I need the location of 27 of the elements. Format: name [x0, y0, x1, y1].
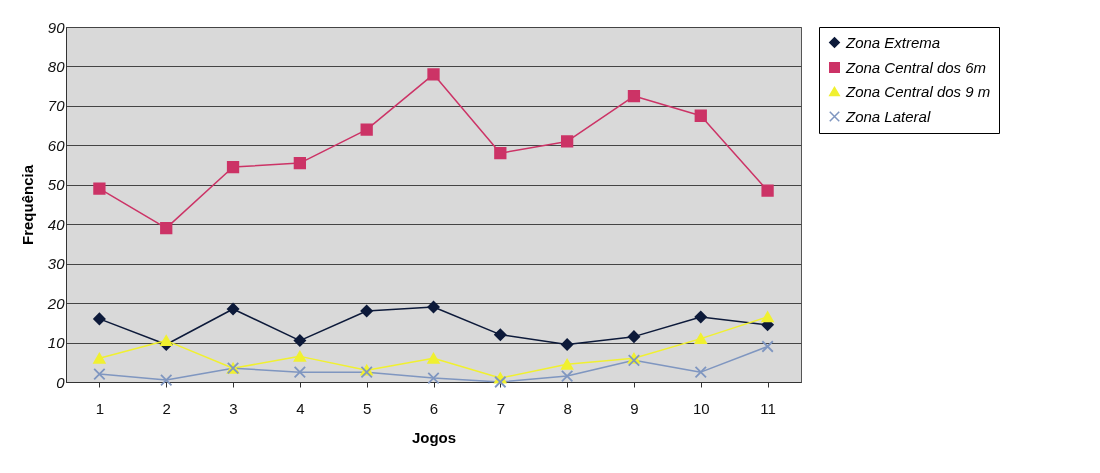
x-tick-label: 10	[692, 399, 710, 417]
x-tick-label: 7	[496, 399, 505, 417]
x-tick-label: 6	[429, 399, 439, 417]
x-tick-label: 9	[630, 399, 639, 417]
y-tick-label: 80	[47, 57, 66, 75]
x-tick-label: 2	[162, 399, 171, 417]
legend-label: Zona Lateral	[845, 107, 931, 125]
y-tick-label: 70	[47, 97, 66, 115]
x-tick-label: 1	[95, 399, 105, 417]
y-tick-label: 60	[47, 136, 66, 154]
y-tick-label: 40	[47, 215, 66, 233]
x-tick-label: 11	[760, 399, 776, 417]
x-tick-label: 4	[296, 399, 305, 417]
y-axis-title: Frequência	[18, 164, 36, 246]
x-axis-title: Jogos	[411, 428, 457, 446]
x-tick-label: 8	[563, 399, 572, 417]
y-tick-label: 20	[46, 294, 66, 312]
legend-label: Zona Extrema	[845, 33, 941, 51]
y-tick-label: 30	[47, 255, 66, 273]
y-tick-label: 90	[47, 18, 66, 36]
y-tick-label: 0	[56, 373, 66, 391]
legend-label: Zona Central dos 9 m	[845, 82, 991, 100]
y-tick-label: 50	[47, 176, 66, 194]
x-tick-label: 3	[229, 399, 238, 417]
y-tick-label: 10	[47, 334, 66, 352]
x-tick-label: 5	[363, 399, 372, 417]
legend-label: Zona Central dos 6m	[845, 58, 987, 76]
